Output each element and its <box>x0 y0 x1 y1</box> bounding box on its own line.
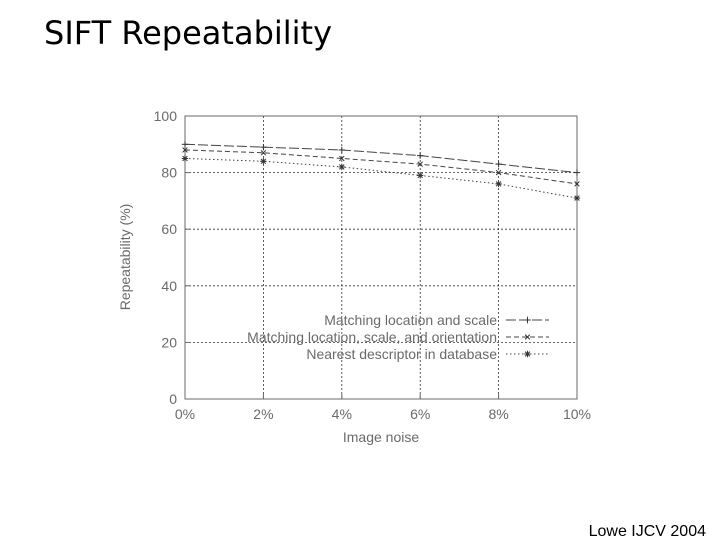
data-point <box>338 163 345 171</box>
marker-stroke <box>182 147 188 153</box>
x-tick-label: 8% <box>488 406 508 422</box>
marker-stroke <box>417 161 423 167</box>
data-point <box>182 147 188 153</box>
marker-stroke <box>495 181 502 187</box>
x-tick-label: 10% <box>563 406 591 422</box>
y-axis-label: Repeatability (%) <box>117 204 133 311</box>
series-line <box>184 149 578 185</box>
data-point <box>417 152 424 159</box>
legend-label: Nearest descriptor in database <box>306 346 497 362</box>
y-tick-label: 20 <box>161 334 177 350</box>
data-point <box>524 334 531 340</box>
data-point <box>573 169 581 176</box>
marker-stroke <box>417 172 423 179</box>
marker-stroke <box>574 195 580 201</box>
marker-stroke <box>524 334 531 340</box>
y-tick-label: 40 <box>161 278 177 294</box>
data-point <box>260 143 267 151</box>
data-point <box>495 160 502 168</box>
x-axis-label: Image noise <box>343 429 419 445</box>
marker-stroke <box>260 158 267 165</box>
data-point <box>181 141 189 148</box>
data-point <box>573 194 581 202</box>
marker-stroke <box>495 169 502 176</box>
data-point <box>260 150 267 156</box>
legend-label: Matching location and scale <box>324 312 497 328</box>
slide-title: SIFT Repeatability <box>44 14 333 52</box>
data-point <box>524 316 531 324</box>
data-point <box>495 180 502 188</box>
x-tick-label: 0% <box>175 406 195 422</box>
marker-stroke <box>260 150 267 156</box>
y-tick-label: 80 <box>161 165 177 181</box>
x-tick-label: 2% <box>253 406 273 422</box>
data-point <box>260 158 267 165</box>
data-point <box>524 350 531 358</box>
marker-stroke <box>339 155 345 162</box>
series-lines <box>181 141 581 202</box>
y-tick-label: 60 <box>161 221 177 237</box>
data-point <box>338 146 345 154</box>
data-point <box>574 181 580 187</box>
y-tick-label: 0 <box>169 391 177 407</box>
legend-label: Matching location, scale, and orientatio… <box>247 329 497 345</box>
marker-stroke <box>182 155 188 162</box>
x-tick-label: 6% <box>410 406 430 422</box>
marker-stroke <box>339 164 345 170</box>
citation: Lowe IJCV 2004 <box>588 523 706 540</box>
series-line <box>184 143 578 174</box>
data-point <box>495 169 502 176</box>
grid-lines <box>185 116 577 399</box>
x-tick-label: 4% <box>332 406 352 422</box>
marker-stroke <box>574 181 580 187</box>
data-point <box>181 155 189 162</box>
series-line <box>184 157 578 199</box>
data-point <box>417 172 424 179</box>
plot-frame <box>184 115 578 400</box>
data-point <box>339 155 345 162</box>
axis-ticks: 0 20 40 60 80 100 0% 2% 4% 6% 8% 10% <box>154 108 591 422</box>
data-point <box>417 161 423 167</box>
y-tick-label: 100 <box>154 108 178 124</box>
marker-stroke <box>524 351 531 357</box>
